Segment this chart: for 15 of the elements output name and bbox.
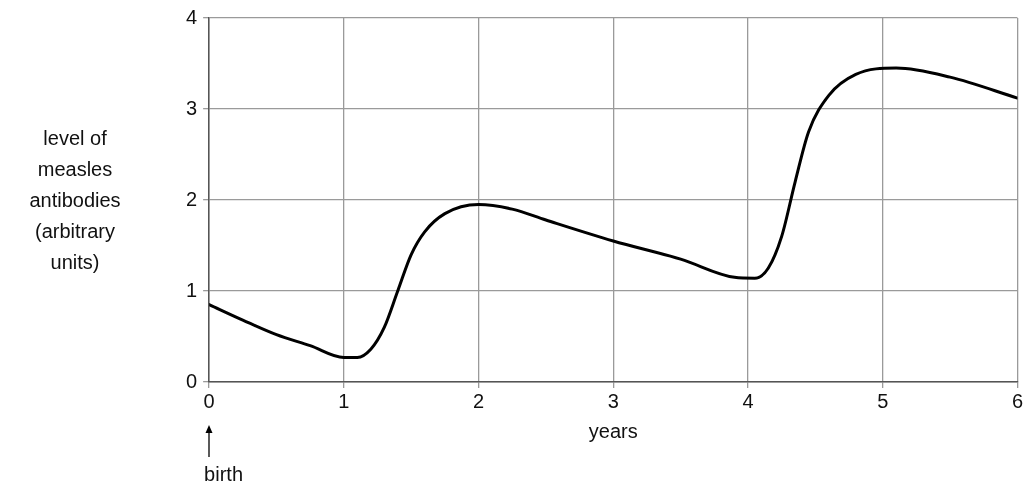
text: birth bbox=[204, 462, 244, 485]
y-tick-label: 3 bbox=[186, 96, 198, 119]
y-tick-label: 0 bbox=[186, 369, 198, 392]
y-tick-label: 1 bbox=[186, 278, 198, 301]
x-axis-title: years bbox=[588, 419, 638, 442]
x-tick-label: 0 bbox=[203, 389, 215, 412]
x-tick-label: 5 bbox=[877, 389, 889, 412]
x-tick-label: 4 bbox=[742, 389, 754, 412]
x-tick-label: 3 bbox=[607, 389, 619, 412]
y-axis-title: level of measles antibodies (arbitrary units) bbox=[28, 125, 122, 275]
x-tick-label: 2 bbox=[473, 389, 485, 412]
y-tick-label: 2 bbox=[186, 187, 198, 210]
y-tick-label: 4 bbox=[186, 5, 198, 28]
x-tick-label: 6 bbox=[1011, 389, 1023, 412]
x-tick-label: 1 bbox=[338, 389, 350, 412]
